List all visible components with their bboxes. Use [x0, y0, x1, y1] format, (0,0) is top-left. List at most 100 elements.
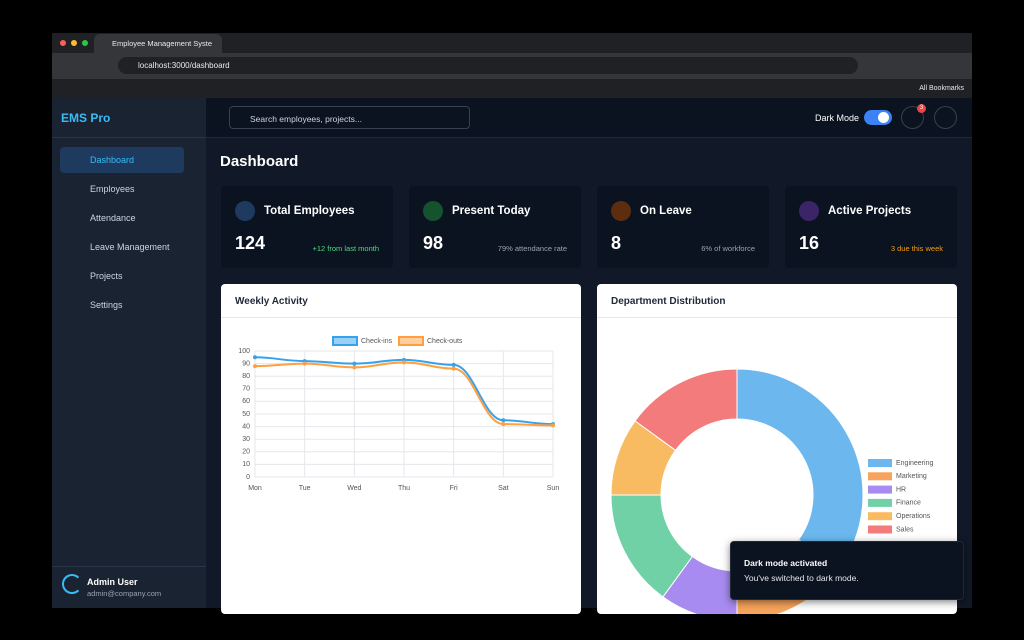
menu-item[interactable]: Leave Management [90, 242, 170, 252]
logo: EMS Pro [61, 111, 111, 125]
stat-icon [423, 201, 443, 221]
stat-card: Total Employees 124 +12 from last month [221, 186, 393, 268]
toast-title: Dark mode activated [744, 558, 828, 568]
legend-swatch [868, 459, 892, 467]
stat-note: 3 due this week [890, 244, 943, 253]
legend-label: Check-ins [361, 338, 393, 345]
point [302, 361, 307, 366]
y-tick-label: 0 [246, 474, 250, 481]
legend-swatch [868, 525, 892, 534]
x-tick-label: Tue [299, 485, 311, 492]
stat-card: Present Today 98 79% attendance rate [409, 186, 581, 268]
toast-message: You've switched to dark mode. [744, 573, 859, 583]
stat-label: Present Today [452, 205, 531, 217]
y-tick-label: 70 [242, 386, 250, 393]
address-bar[interactable]: localhost:3000/dashboard [118, 57, 858, 74]
point [352, 361, 357, 366]
legend-label: Engineering [896, 460, 933, 467]
profile[interactable] [934, 106, 957, 129]
stat-value: 98 [423, 233, 444, 253]
y-tick-label: 40 [242, 423, 250, 430]
max-dot[interactable] [82, 40, 88, 46]
line-chart: 0 10 20 30 40 50 60 70 80 90 100 Mon Tue Wed Thu Fri Sat… [238, 336, 560, 492]
min-dot[interactable] [71, 40, 77, 46]
menu-item[interactable]: Employees [90, 184, 135, 194]
legend-swatch [868, 485, 892, 494]
search-placeholder: Search employees, projects... [250, 114, 362, 124]
point [551, 423, 555, 428]
point [352, 365, 357, 370]
stat-label: On Leave [640, 205, 692, 217]
legend-label: Finance [896, 500, 921, 507]
chart-title: Department Distribution [611, 296, 726, 307]
search[interactable]: Search employees, projects... [229, 106, 470, 129]
legend-swatch [868, 472, 892, 481]
legend-label: Sales [896, 526, 914, 533]
point [253, 355, 257, 360]
stat-card: Active Projects 16 3 due this week [785, 186, 957, 268]
stat-card: On Leave 8 6% of workforce [597, 186, 769, 268]
y-tick-label: 90 [242, 360, 250, 367]
legend-label: HR [896, 486, 906, 493]
x-tick-label: Fri [450, 485, 459, 492]
slice [634, 368, 738, 452]
legend-swatch [398, 336, 424, 346]
stat-icon [611, 201, 631, 221]
url: localhost:3000/dashboard [138, 61, 230, 70]
tab[interactable]: Employee Management Syste [94, 34, 222, 54]
bookmarks[interactable]: All Bookmarks [919, 85, 964, 92]
dark-mode-toggle[interactable] [864, 110, 892, 125]
stat-note: +12 from last month [312, 244, 380, 253]
legend-label: Check-outs [427, 338, 463, 345]
legend-swatch [868, 498, 892, 507]
y-tick-label: 80 [242, 373, 250, 380]
x-tick-label: Mon [248, 485, 262, 492]
legend-swatch [868, 512, 892, 521]
legend-swatch [332, 336, 358, 346]
menu-item[interactable]: Attendance [90, 213, 136, 223]
x-tick-label: Sun [547, 485, 560, 492]
stat-label: Active Projects [828, 205, 912, 217]
point [253, 364, 257, 369]
legend-label: Operations [896, 513, 931, 520]
x-tick-label: Thu [398, 485, 410, 492]
y-tick-label: 50 [242, 411, 250, 418]
x-tick-label: Sat [498, 485, 509, 492]
dark-mode-label: Dark Mode [815, 113, 860, 123]
y-tick-label: 10 [242, 461, 250, 468]
point [501, 422, 506, 427]
page-title: Dashboard [220, 153, 299, 170]
menu-item[interactable]: Dashboard [60, 147, 184, 173]
sidebar: EMS Pro Dashboard Employees Attendance Leav… [52, 98, 207, 608]
point [451, 362, 456, 367]
tab-title: Employee Management Syste [112, 39, 213, 48]
stat-value: 124 [235, 233, 266, 253]
stat-icon [799, 201, 819, 221]
notification-badge: 3 [917, 104, 926, 113]
chart-title: Weekly Activity [235, 296, 308, 307]
y-tick-label: 30 [242, 436, 250, 443]
notifications[interactable] [901, 106, 924, 129]
stat-label: Total Employees [264, 205, 355, 217]
x-tick-label: Wed [347, 485, 361, 492]
point [402, 360, 406, 365]
y-tick-label: 20 [242, 449, 250, 456]
stat-note: 79% attendance rate [497, 244, 567, 253]
stat-icon [235, 201, 255, 221]
y-tick-label: 100 [238, 348, 250, 355]
stat-value: 16 [799, 233, 820, 253]
stat-value: 8 [611, 233, 622, 253]
stat-note: 6% of workforce [701, 244, 755, 253]
point [451, 366, 456, 371]
legend-label: Marketing [896, 473, 927, 480]
avatar [62, 574, 82, 594]
close-dot[interactable] [60, 40, 66, 46]
menu-item[interactable]: Settings [90, 300, 123, 310]
user-email: admin@company.com [87, 589, 162, 598]
user-name: Admin User [87, 577, 138, 587]
slice [736, 368, 864, 570]
y-tick-label: 60 [242, 398, 250, 405]
toast: Dark mode activated You've switched to d… [730, 541, 964, 600]
menu-item[interactable]: Projects [90, 271, 123, 281]
